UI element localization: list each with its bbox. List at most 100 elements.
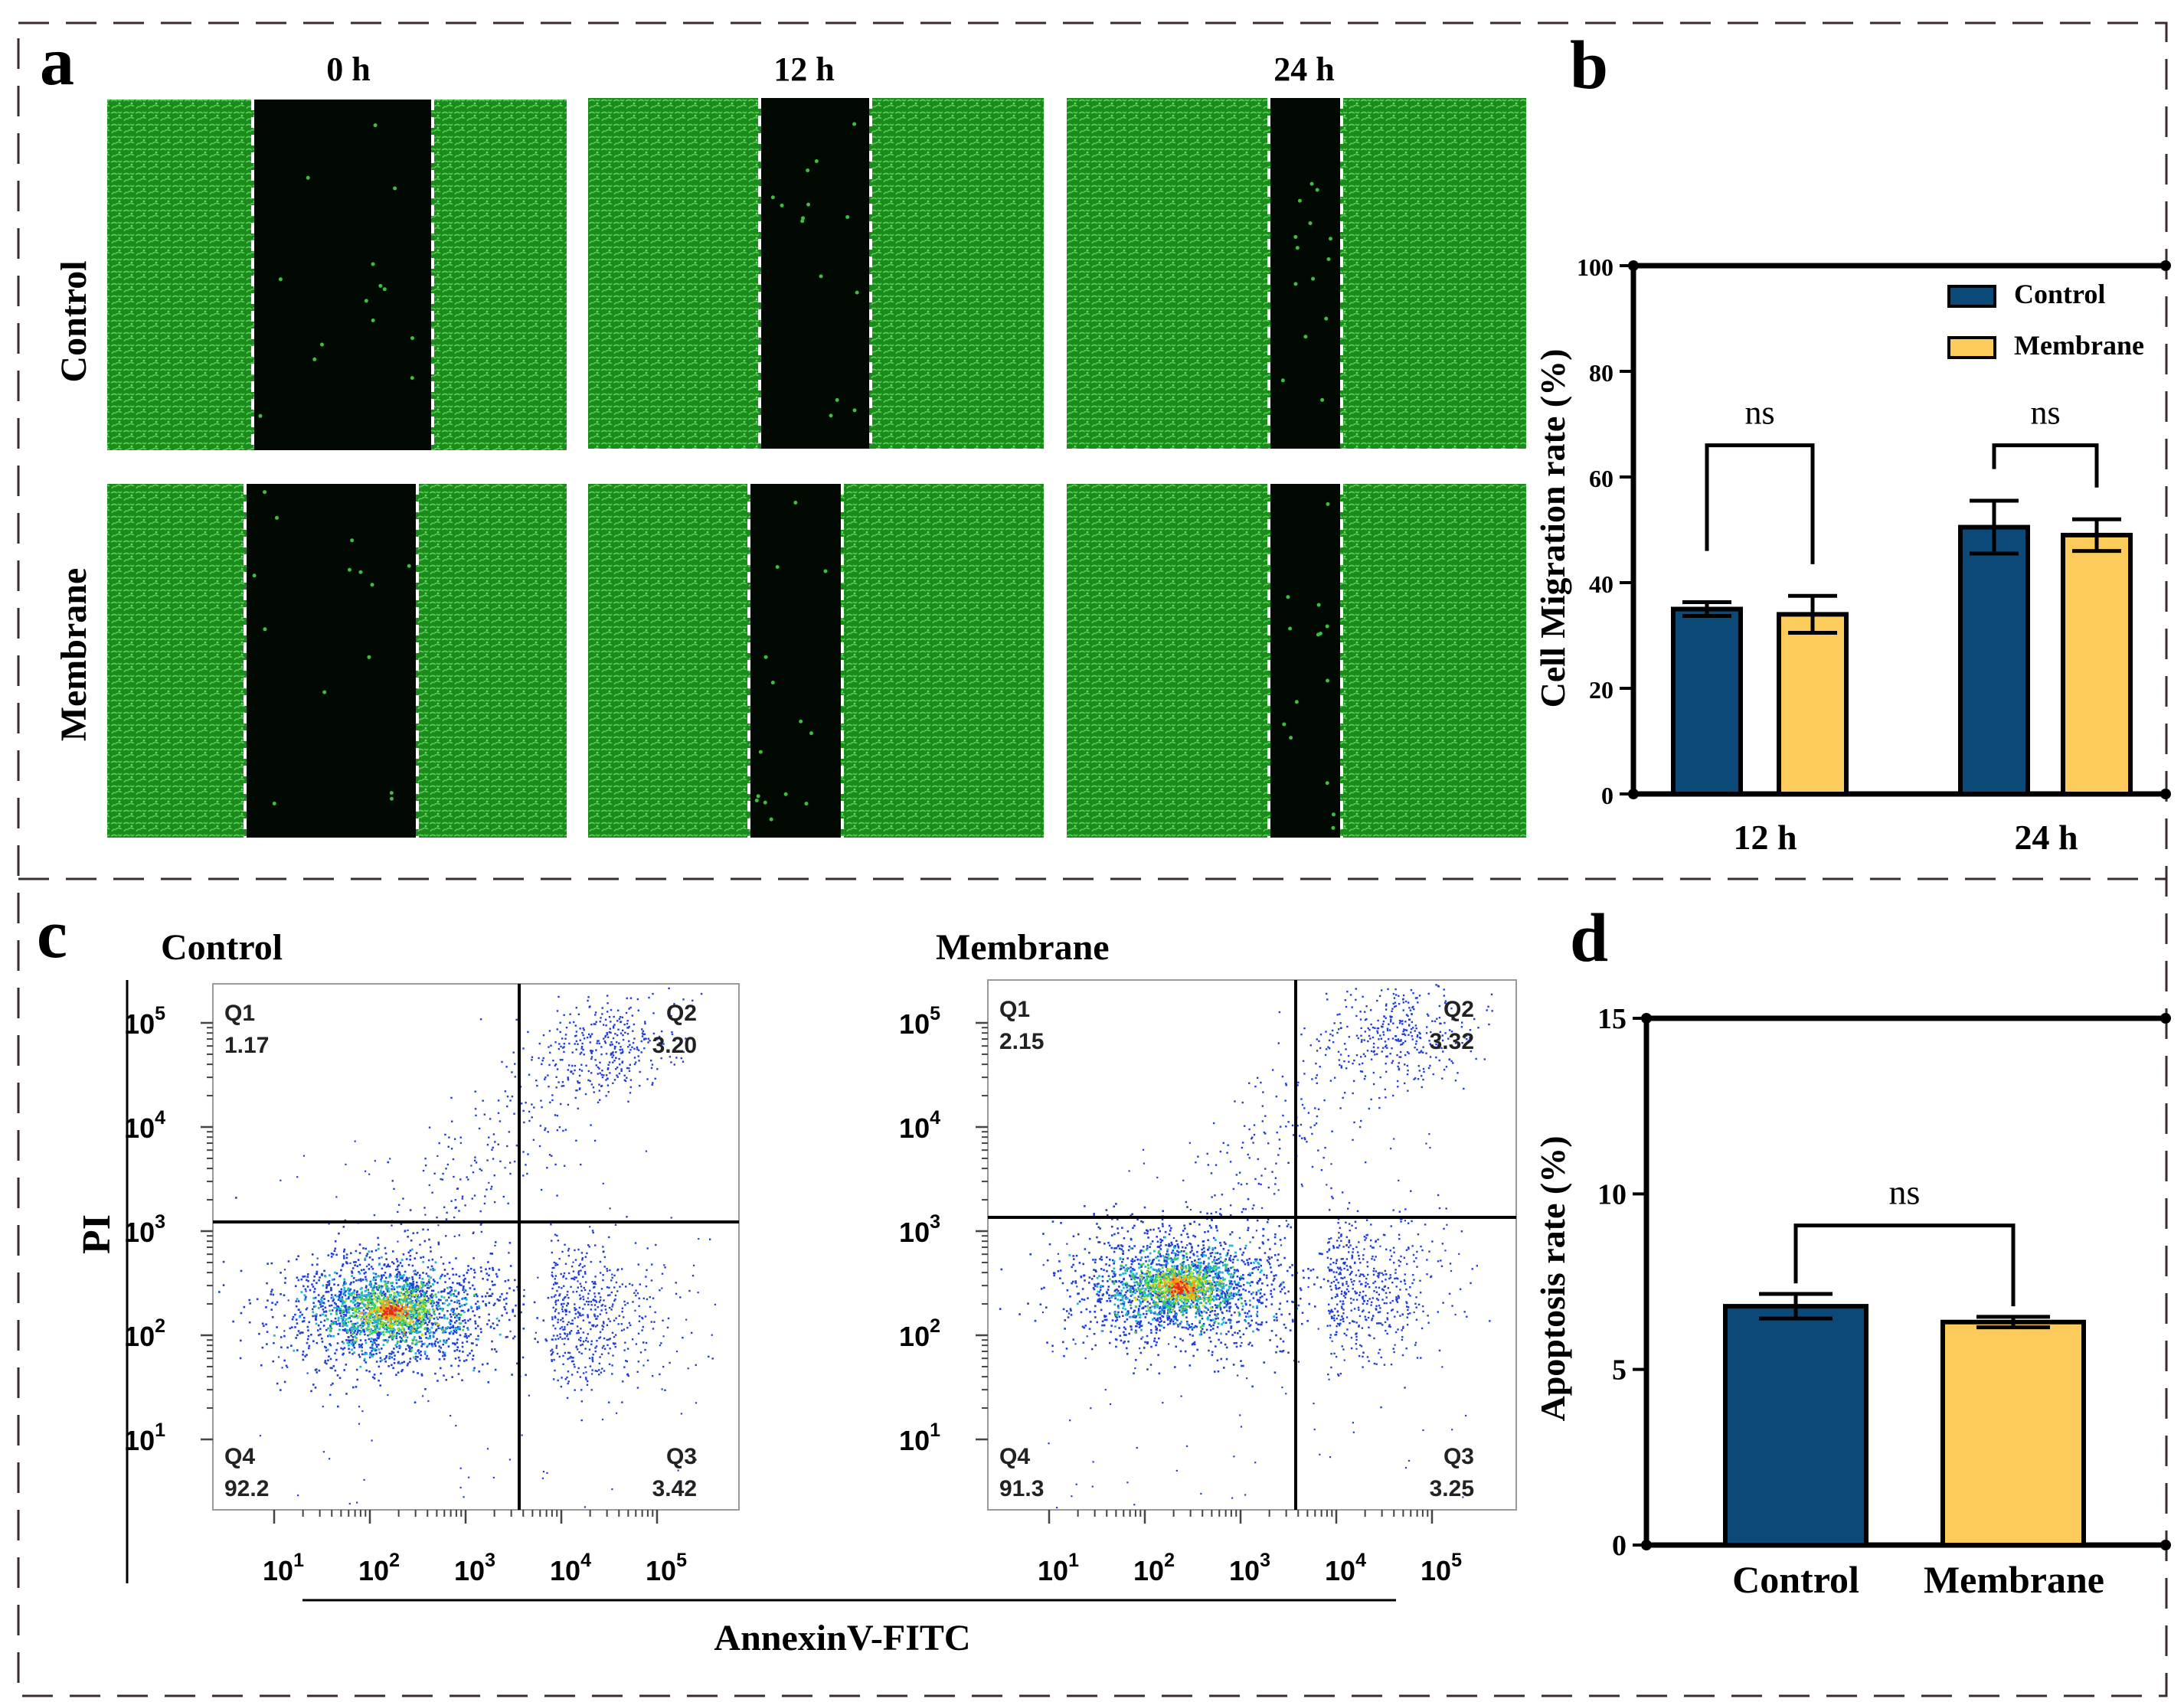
- flow-plot: Q1 2.15 Q2 3.32 Q4 91.3 Q3 3.25 101 102 103 104 105 1…: [899, 979, 1517, 1586]
- scratch-gap: [1270, 484, 1340, 838]
- row-label-membrane: Membrane: [54, 568, 94, 742]
- scratch-gap: [247, 484, 416, 838]
- flow-ylabel: PI: [75, 1214, 119, 1254]
- panel-letter-b: b: [1570, 28, 1608, 103]
- y-tick-label: 0: [1601, 782, 1613, 809]
- quadrant-name: Q2: [1443, 997, 1474, 1022]
- panel-c-flow-cytometry: c Control Membrane PI AnnexinV-FITC Q1 1.…: [37, 897, 1517, 1658]
- microscopy-image: [107, 484, 567, 838]
- flow-plot: Q1 1.17 Q2 3.20 Q4 92.2 Q3 3.42 101 102 103 104 105 1…: [124, 983, 740, 1586]
- quadrant-percent: 3.25: [1430, 1476, 1474, 1501]
- flow-title-control: Control: [161, 927, 283, 968]
- plot-frame: [212, 983, 740, 1511]
- significance-bracket: [1793, 1223, 2016, 1307]
- x-tick-label: 104: [1325, 1550, 1366, 1586]
- y-tick-label: 80: [1589, 359, 1613, 387]
- microscopy-image: [1067, 98, 1526, 449]
- flow-title-membrane: Membrane: [936, 927, 1110, 968]
- scratch-gap: [1270, 98, 1340, 449]
- significance-label: ns: [1889, 1173, 1921, 1212]
- scratch-gap: [750, 484, 841, 838]
- col-label-24h: 24 h: [1273, 51, 1334, 88]
- x-tick-label: 101: [1038, 1550, 1079, 1586]
- y-tick-label: 105: [124, 1003, 165, 1040]
- y-tick-label: 103: [899, 1211, 940, 1248]
- bar: [2061, 532, 2133, 797]
- significance-label: ns: [2030, 394, 2060, 432]
- x-tick-label: 101: [263, 1550, 304, 1586]
- y-tick-label: 101: [899, 1419, 940, 1456]
- x-tick-label: 12 h: [1733, 818, 1797, 857]
- y-tick-label: 5: [1612, 1354, 1627, 1387]
- flow-xlabel: AnnexinV-FITC: [714, 1618, 970, 1658]
- y-tick-label: 100: [1577, 253, 1613, 281]
- panel-a-scratch-images: a 0 h 12 h 24 h Control Membrane: [40, 24, 1526, 838]
- panel-d-apoptosis-chart: d Apoptosis rate (%) 0 5 10 15 Control Membra…: [1533, 900, 2171, 1601]
- quadrant-percent: 3.42: [652, 1476, 697, 1501]
- x-tick-label: 103: [1229, 1550, 1270, 1586]
- quadrant-percent: 92.2: [224, 1476, 269, 1501]
- x-tick-label: 103: [454, 1550, 495, 1586]
- panel-b-migration-chart: b Cell Migration rate (%) 0 20 40 60 80 100 12…: [1533, 28, 2171, 857]
- quadrant-name: Q2: [666, 1001, 697, 1026]
- quadrant-percent: 3.32: [1430, 1029, 1474, 1054]
- quadrant-name: Q4: [999, 1444, 1030, 1469]
- x-tick-label: 104: [550, 1550, 591, 1586]
- significance-label: ns: [1744, 394, 1774, 432]
- x-tick-label: 102: [358, 1550, 400, 1586]
- scatter-dots: [217, 987, 717, 1508]
- quadrant-name: Q1: [999, 997, 1030, 1022]
- y-tick-label: 40: [1589, 570, 1613, 598]
- legend-swatch: [1947, 285, 1996, 308]
- quadrant-percent: 2.15: [999, 1029, 1044, 1054]
- y-tick-label: 103: [124, 1211, 165, 1248]
- panel-letter-a: a: [40, 24, 74, 100]
- scratch-gap: [761, 98, 869, 449]
- row-label-control: Control: [54, 260, 94, 382]
- quadrant-name: Q1: [224, 1001, 255, 1026]
- panel-letter-d: d: [1570, 900, 1608, 976]
- col-label-12h: 12 h: [773, 51, 834, 88]
- y-tick-label: 101: [124, 1419, 165, 1456]
- legend-label: Membrane: [2014, 330, 2144, 361]
- panel-letter-c: c: [37, 897, 67, 972]
- legend: Control Membrane: [1947, 279, 2144, 361]
- quadrant-name: Q3: [1443, 1444, 1474, 1469]
- legend-swatch: [1947, 336, 1996, 359]
- scratch-gap: [254, 100, 431, 450]
- plot-frame: [987, 979, 1517, 1511]
- y-tick-label: 10: [1597, 1178, 1627, 1210]
- x-tick-label: 102: [1133, 1550, 1175, 1586]
- chart-b-ylabel: Cell Migration rate (%): [1533, 349, 1572, 708]
- quadrant-percent: 91.3: [999, 1476, 1044, 1501]
- quadrant-percent: 1.17: [224, 1033, 269, 1058]
- y-tick-label: 104: [124, 1107, 165, 1144]
- y-tick-label: 15: [1597, 1003, 1627, 1035]
- y-tick-label: 0: [1612, 1530, 1627, 1562]
- chart-d-ylabel: Apoptosis rate (%): [1533, 1135, 1572, 1421]
- bar: [1671, 606, 1743, 796]
- x-tick-label: 24 h: [2014, 818, 2078, 857]
- y-tick-label: 102: [124, 1315, 165, 1352]
- quadrant-name: Q4: [224, 1444, 255, 1469]
- significance-bracket: [1992, 443, 2099, 488]
- bar: [1940, 1319, 2086, 1548]
- significance-bracket: [1705, 443, 1815, 564]
- x-tick-label: Control: [1732, 1558, 1859, 1601]
- col-label-0h: 0 h: [326, 51, 370, 88]
- x-tick-label: 105: [1421, 1550, 1462, 1586]
- y-tick-label: 20: [1589, 676, 1613, 704]
- y-tick-label: 102: [899, 1315, 940, 1352]
- bar: [1958, 524, 2030, 796]
- microscopy-image: [107, 100, 567, 450]
- microscopy-image: [588, 484, 1044, 838]
- quadrant-percent: 3.20: [652, 1033, 697, 1058]
- quadrant-name: Q3: [666, 1444, 697, 1469]
- microscopy-image: [1067, 484, 1526, 838]
- x-tick-label: Membrane: [1924, 1558, 2104, 1601]
- y-tick-label: 105: [899, 1003, 940, 1040]
- y-tick-label: 60: [1589, 465, 1613, 492]
- legend-label: Control: [2014, 279, 2105, 309]
- bar: [1723, 1304, 1868, 1548]
